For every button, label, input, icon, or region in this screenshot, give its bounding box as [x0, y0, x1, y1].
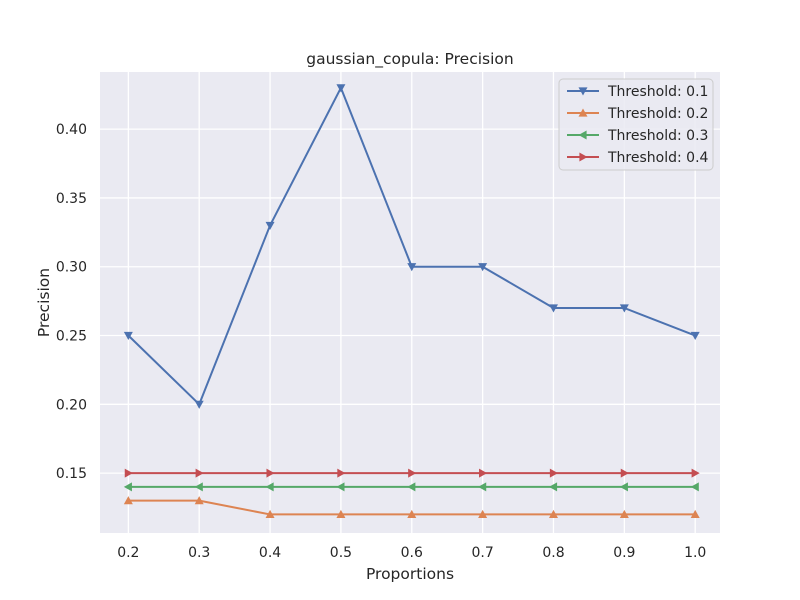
y-tick-label: 0.35 — [56, 191, 87, 207]
legend-marker — [578, 130, 587, 140]
data-point — [408, 468, 417, 478]
legend: Threshold: 0.1 Threshold: 0.2 Threshold: 0… — [558, 78, 714, 171]
data-point — [123, 496, 133, 505]
data-point — [336, 84, 346, 93]
data-point — [407, 509, 417, 519]
x-tick-label: 0.7 — [471, 545, 493, 561]
data-point — [195, 468, 204, 478]
y-tick-label: 0.30 — [56, 260, 87, 276]
data-point — [549, 468, 558, 478]
x-tick-labels: 0.2 0.3 0.4 0.5 0.6 0.7 0.8 0.9 1.0 — [117, 545, 706, 561]
x-tick-label: 0.2 — [117, 545, 139, 561]
y-tick-label: 0.20 — [56, 397, 87, 413]
series-4 — [124, 468, 700, 478]
data-point — [336, 482, 345, 492]
data-point — [194, 482, 203, 492]
data-point — [619, 482, 628, 492]
data-point — [124, 468, 133, 478]
data-point — [407, 482, 416, 492]
legend-item: Threshold: 0.3 — [567, 128, 708, 144]
x-tick-label: 0.6 — [401, 545, 423, 561]
x-tick-label: 0.9 — [613, 545, 635, 561]
data-point — [336, 509, 346, 519]
y-tick-label: 0.25 — [56, 329, 87, 345]
legend-item: Threshold: 0.4 — [567, 150, 709, 166]
data-point — [691, 468, 700, 478]
data-point — [265, 221, 275, 230]
x-tick-label: 1.0 — [684, 545, 706, 561]
x-tick-label: 0.8 — [542, 545, 564, 561]
y-tick-labels: 0.15 0.20 0.25 0.30 0.35 0.40 — [56, 122, 87, 482]
x-tick-label: 0.3 — [188, 545, 210, 561]
series-group — [123, 84, 700, 519]
y-axis-label: Precision — [35, 268, 53, 337]
data-point — [479, 468, 488, 478]
data-point — [690, 331, 700, 341]
data-point — [690, 482, 699, 492]
legend-item: Threshold: 0.1 — [567, 84, 708, 100]
legend-marker — [578, 87, 588, 96]
legend-marker — [578, 108, 588, 117]
x-axis-label: Proportions — [366, 565, 454, 583]
y-tick-label: 0.15 — [56, 466, 87, 482]
x-tick-label: 0.4 — [259, 545, 281, 561]
legend-label: Threshold: 0.2 — [607, 106, 708, 122]
legend-item: Threshold: 0.2 — [567, 106, 708, 122]
data-point — [478, 482, 487, 492]
data-point — [194, 496, 204, 505]
legend-marker — [579, 152, 588, 162]
data-point — [478, 263, 488, 272]
data-point — [123, 482, 132, 492]
x-tick-label: 0.5 — [330, 545, 352, 561]
data-point — [266, 468, 275, 478]
chart-title: gaussian_copula: Precision — [306, 50, 513, 69]
legend-frame — [558, 78, 714, 171]
data-point — [194, 400, 204, 409]
legend-label: Threshold: 0.1 — [607, 84, 708, 100]
y-tick-label: 0.40 — [56, 122, 87, 138]
series-1 — [123, 84, 700, 409]
data-point — [690, 509, 700, 519]
data-point — [337, 468, 346, 478]
series-2 — [123, 496, 700, 519]
legend-label: Threshold: 0.4 — [607, 150, 709, 166]
data-point — [548, 509, 558, 519]
data-point — [620, 468, 629, 478]
data-point — [407, 263, 417, 272]
data-point — [265, 482, 274, 492]
data-point — [619, 304, 629, 313]
data-point — [123, 331, 133, 341]
series-3 — [123, 482, 699, 492]
data-point — [548, 304, 558, 313]
data-point — [548, 482, 558, 492]
data-point — [619, 509, 629, 519]
data-point — [265, 509, 275, 519]
data-point — [478, 509, 488, 519]
legend-label: Threshold: 0.3 — [607, 128, 708, 144]
